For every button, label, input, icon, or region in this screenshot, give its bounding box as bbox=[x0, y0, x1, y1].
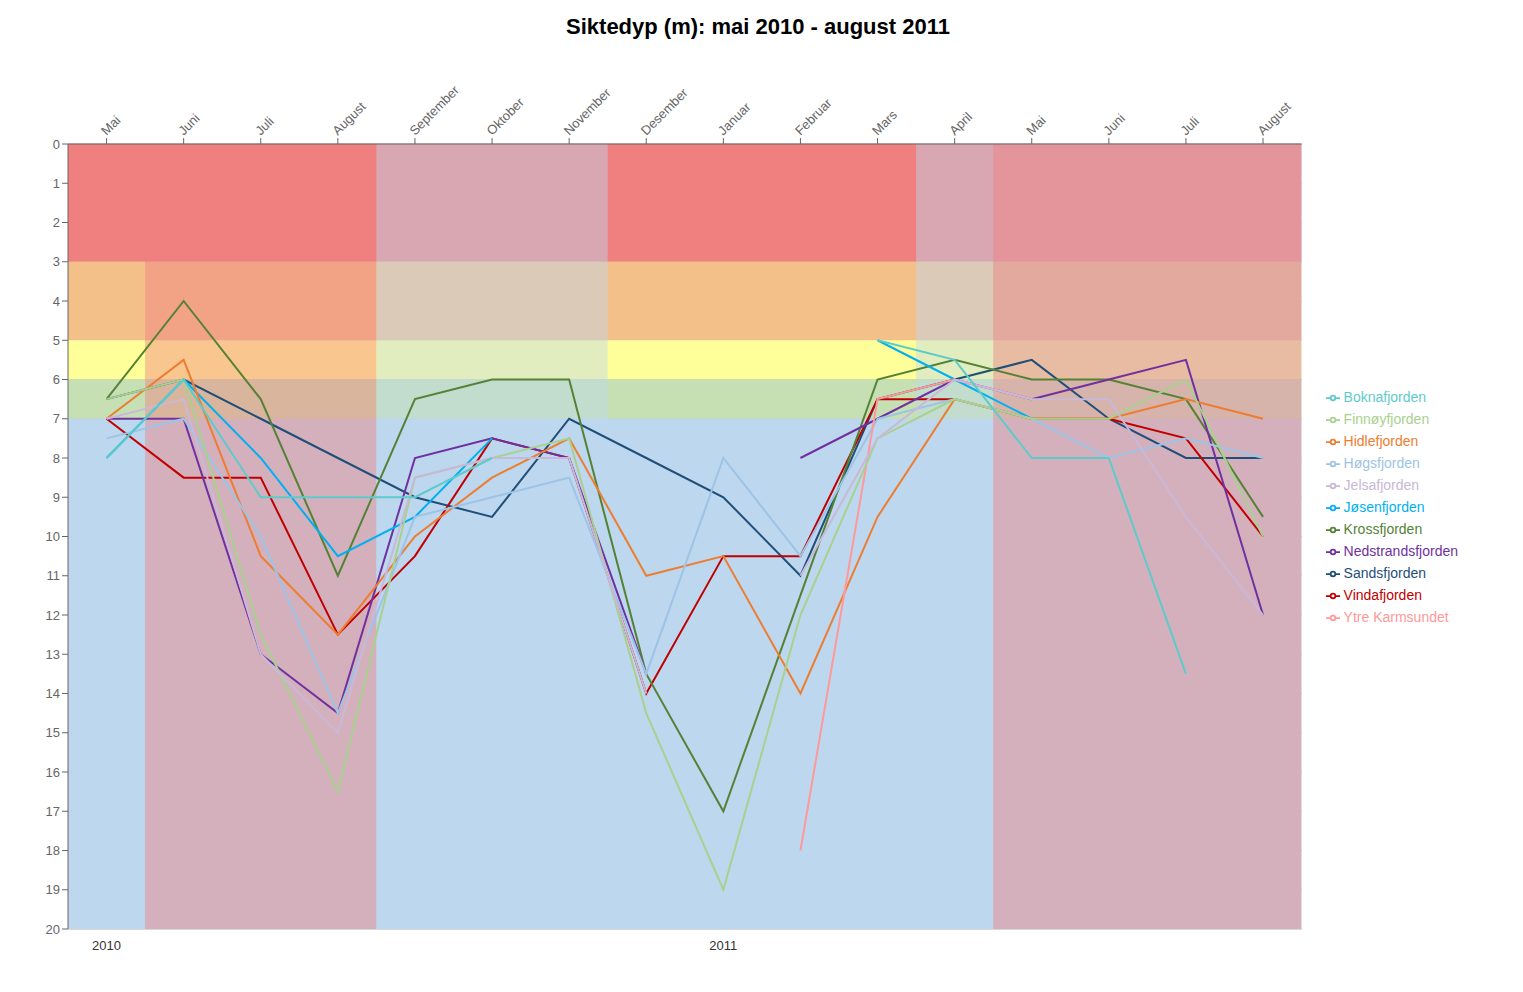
svg-text:4: 4 bbox=[53, 294, 60, 309]
html-text:Nedstrandsfjorden: Nedstrandsfjorden bbox=[1343, 542, 1458, 559]
svg-text:9: 9 bbox=[53, 490, 60, 505]
svg-text:15: 15 bbox=[46, 725, 60, 740]
svg-text:7: 7 bbox=[53, 411, 60, 426]
svg-text:0: 0 bbox=[53, 137, 60, 152]
html-text:Finnøyfjorden: Finnøyfjorden bbox=[1343, 410, 1430, 427]
svg-text:5: 5 bbox=[53, 333, 60, 348]
html-text:Jelsafjorden: Jelsafjorden bbox=[1343, 476, 1420, 493]
svg-text:Mai: Mai bbox=[1023, 113, 1048, 138]
html-text:Boknafjorden: Boknafjorden bbox=[1343, 388, 1427, 405]
svg-text:20: 20 bbox=[46, 922, 60, 937]
svg-text:Juli: Juli bbox=[252, 114, 276, 138]
html-text:Jøsenfjorden: Jøsenfjorden bbox=[1343, 498, 1425, 515]
html-text:Ytre Karmsundet: Ytre Karmsundet bbox=[1343, 608, 1449, 625]
svg-text:April: April bbox=[946, 109, 975, 138]
svg-text:November: November bbox=[561, 85, 614, 138]
svg-text:Januar: Januar bbox=[715, 99, 754, 138]
svg-text:Oktober: Oktober bbox=[484, 94, 528, 138]
svg-text:16: 16 bbox=[46, 765, 60, 780]
svg-text:2010: 2010 bbox=[92, 938, 121, 953]
svg-text:Februar: Februar bbox=[792, 95, 835, 138]
svg-text:11: 11 bbox=[47, 568, 61, 583]
svg-text:2: 2 bbox=[53, 215, 60, 230]
svg-text:Mars: Mars bbox=[869, 107, 900, 138]
html-text:Vindafjorden: Vindafjorden bbox=[1343, 586, 1422, 603]
svg-text:14: 14 bbox=[46, 686, 60, 701]
svg-text:2011: 2011 bbox=[709, 938, 737, 953]
html-text:Siktedyp (m): mai 2010 - augus: Siktedyp (m): mai 2010 - august 2011 bbox=[566, 14, 950, 39]
html-text:Krossfjorden: Krossfjorden bbox=[1343, 520, 1423, 537]
svg-text:12: 12 bbox=[46, 608, 60, 623]
svg-text:19: 19 bbox=[46, 882, 60, 897]
svg-text:Juli: Juli bbox=[1177, 114, 1201, 138]
svg-text:Desember: Desember bbox=[638, 85, 691, 138]
svg-text:August: August bbox=[1255, 99, 1294, 138]
svg-text:13: 13 bbox=[46, 647, 60, 662]
svg-text:8: 8 bbox=[53, 451, 60, 466]
svg-text:1: 1 bbox=[53, 176, 60, 191]
svg-text:Mai: Mai bbox=[98, 113, 123, 138]
svg-text:Juni: Juni bbox=[1100, 111, 1128, 139]
svg-text:Juni: Juni bbox=[175, 111, 203, 139]
svg-text:18: 18 bbox=[46, 843, 60, 858]
html-text:Høgsfjorden: Høgsfjorden bbox=[1343, 454, 1420, 471]
svg-text:September: September bbox=[406, 82, 462, 138]
svg-text:17: 17 bbox=[46, 804, 60, 819]
html-text:Sandsfjorden: Sandsfjorden bbox=[1343, 564, 1427, 581]
svg-text:6: 6 bbox=[53, 372, 60, 387]
svg-text:August: August bbox=[329, 99, 368, 138]
svg-text:3: 3 bbox=[53, 254, 60, 269]
svg-text:10: 10 bbox=[46, 529, 60, 544]
html-text:Hidlefjorden: Hidlefjorden bbox=[1343, 432, 1419, 449]
